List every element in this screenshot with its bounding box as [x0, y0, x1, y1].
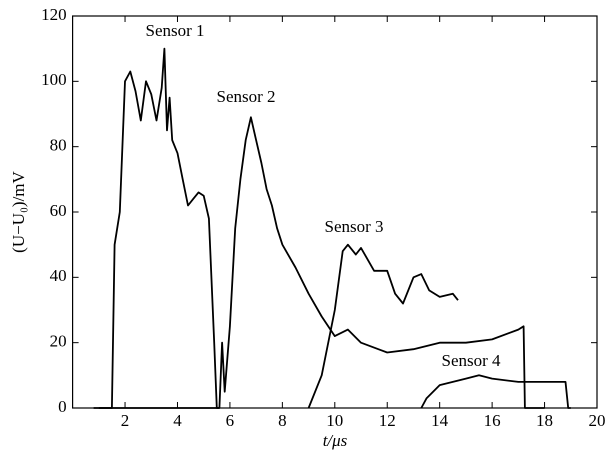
y-tick-label: 20 [50, 332, 67, 351]
series-label: Sensor 2 [216, 87, 275, 106]
y-tick-label: 0 [58, 397, 67, 416]
x-tick-label: 20 [589, 411, 606, 430]
series-label: Sensor 3 [324, 217, 383, 236]
y-tick-label: 120 [41, 5, 67, 24]
y-tick-label: 100 [41, 70, 67, 89]
x-tick-label: 6 [226, 411, 235, 430]
x-tick-label: 18 [536, 411, 553, 430]
series-label: Sensor 4 [441, 351, 501, 370]
x-tick-label: 10 [326, 411, 343, 430]
x-axis-label: t/μs [323, 431, 348, 450]
plot-frame [71, 15, 598, 409]
y-tick-label: 40 [50, 266, 67, 285]
series-label: Sensor 1 [145, 21, 204, 40]
series-line [307, 243, 459, 409]
series-line [93, 47, 220, 409]
y-tick-label: 60 [50, 201, 67, 220]
x-tick-label: 16 [484, 411, 501, 430]
series-line [98, 116, 545, 409]
x-tick-label: 14 [431, 411, 449, 430]
x-tick-label: 2 [121, 411, 130, 430]
x-tick-label: 4 [173, 411, 182, 430]
x-tick-label: 8 [278, 411, 287, 430]
series-line [420, 374, 571, 409]
y-tick-label: 80 [50, 136, 67, 155]
y-axis-label: (U−U₀)/mV [9, 170, 28, 252]
x-tick-label: 12 [379, 411, 396, 430]
